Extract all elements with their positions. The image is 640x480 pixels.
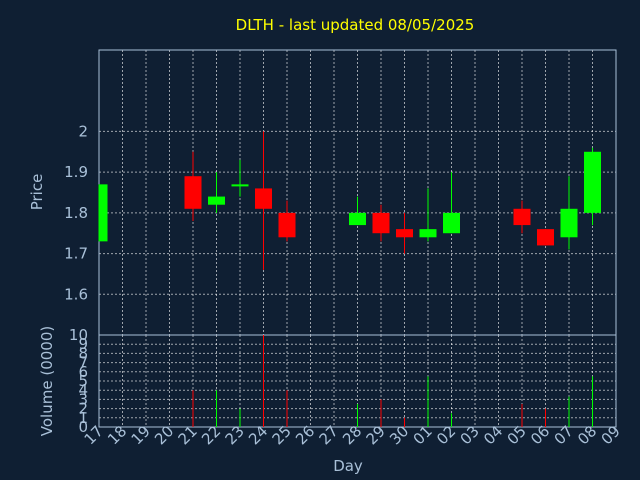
x-tick-label: 30 [386, 422, 412, 448]
candle-body [513, 208, 531, 226]
candles [98, 131, 601, 270]
candle-body [443, 212, 460, 234]
x-tick-label: 18 [104, 422, 130, 448]
x-tick-label: 19 [128, 422, 154, 448]
candle-body [231, 184, 249, 187]
volume-y-tick-label: 10 [69, 326, 88, 344]
x-tick-label: 28 [339, 422, 365, 448]
price-y-tick-label: 2 [78, 122, 88, 140]
volume-y-tick-label: 5 [78, 372, 88, 390]
price-axis-label: Price [28, 174, 46, 211]
x-tick-label: 23 [222, 422, 248, 448]
price-y-tick-label: 1.8 [64, 204, 88, 222]
x-tick-label: 29 [363, 422, 389, 448]
candle-body [349, 212, 366, 226]
price-panel-frame [98, 49, 617, 336]
candle-body [537, 229, 554, 246]
volume-y-tick-label: 1 [78, 409, 88, 427]
x-tick-label: 05 [504, 422, 530, 448]
price-grid [98, 50, 617, 335]
x-axis-label: Day [333, 457, 363, 475]
x-tick-label: 25 [269, 422, 295, 448]
x-tick-label: 04 [480, 422, 506, 448]
volume-y-tick-label: 3 [78, 390, 88, 408]
x-tick-label: 01 [410, 422, 436, 448]
x-tick-label: 24 [245, 422, 271, 448]
volume-y-tick-label: 6 [78, 363, 88, 381]
candle-body [208, 196, 225, 205]
candle-body [255, 188, 272, 209]
volume-y-tick-label: 0 [78, 418, 88, 436]
candle-body [560, 208, 578, 238]
candle-body [584, 151, 601, 213]
x-tick-label: 27 [316, 422, 342, 448]
price-y-ticks: 1.6 1.7 1.8 1.9 2 [64, 122, 88, 303]
price-y-tick-label: 1.6 [64, 285, 88, 303]
candle-body [396, 229, 413, 238]
volume-y-tick-label: 9 [78, 335, 88, 353]
price-y-tick-label: 1.9 [64, 163, 88, 181]
x-tick-label: 07 [551, 422, 577, 448]
x-tick-label: 09 [598, 422, 624, 448]
x-tick-label: 02 [433, 422, 459, 448]
x-tick-label: 21 [175, 422, 201, 448]
x-tick-label: 20 [151, 422, 177, 448]
candle-body [184, 176, 202, 209]
candle-body [419, 229, 437, 238]
volume-y-tick-label: 8 [78, 344, 88, 362]
price-y-tick-label: 1.7 [64, 245, 88, 263]
candle-body [278, 212, 296, 238]
volume-y-tick-label: 2 [78, 400, 88, 418]
x-tick-label: 03 [457, 422, 483, 448]
candle-body [99, 184, 108, 242]
volume-axis-label: Volume (0000) [38, 326, 56, 436]
volume-y-tick-label: 4 [78, 381, 88, 399]
x-tick-label: 08 [574, 422, 600, 448]
x-tick-label: 06 [527, 422, 553, 448]
candle-body [372, 212, 390, 234]
volume-y-tick-label: 7 [78, 354, 88, 372]
chart-title: DLTH - last updated 08/05/2025 [236, 16, 475, 34]
x-tick-label: 22 [198, 422, 224, 448]
x-ticks: 1718192021222324252627282930010203040506… [81, 422, 624, 448]
x-tick-label: 26 [292, 422, 318, 448]
volume-bars [192, 335, 593, 427]
